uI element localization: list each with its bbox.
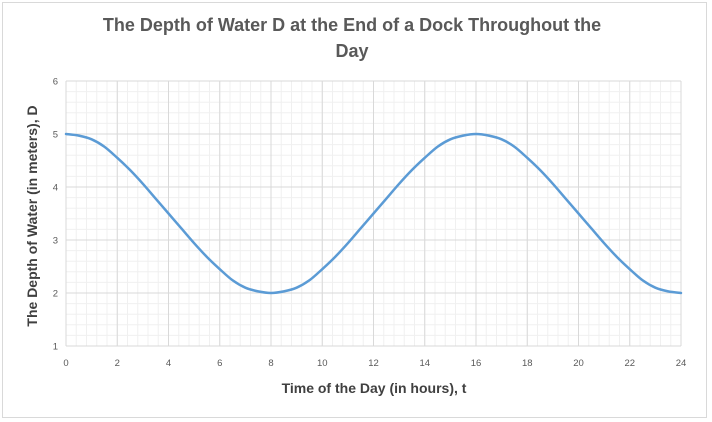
x-tick-label: 2 xyxy=(115,358,120,369)
x-tick-labels: 0 2 4 6 8 10 12 14 16 18 20 22 24 xyxy=(63,358,686,369)
x-tick-label: 22 xyxy=(624,358,635,369)
major-gridlines xyxy=(65,80,682,347)
x-tick-label: 6 xyxy=(217,358,222,369)
x-tick-label: 12 xyxy=(368,358,379,369)
x-tick-label: 24 xyxy=(676,358,687,369)
x-tick-label: 0 xyxy=(63,358,68,369)
chart-frame xyxy=(2,2,707,418)
x-tick-label: 14 xyxy=(419,358,430,369)
x-tick-label: 20 xyxy=(573,358,584,369)
x-tick-label: 8 xyxy=(268,358,273,369)
y-tick-label: 3 xyxy=(53,236,58,247)
y-axis-title: The Depth of Water (in meters), D xyxy=(24,105,40,326)
chart-title-line-2: Day xyxy=(335,41,368,61)
x-tick-label: 4 xyxy=(166,358,171,369)
y-tick-label: 1 xyxy=(53,342,58,353)
series-line-depth xyxy=(64,132,683,295)
x-tick-label: 10 xyxy=(317,358,328,369)
x-tick-label: 16 xyxy=(471,358,482,369)
y-tick-label: 4 xyxy=(53,183,58,194)
y-tick-label: 5 xyxy=(53,130,58,141)
x-axis-title: Time of the Day (in hours), t xyxy=(282,380,467,396)
chart-title-line-1: The Depth of Water D at the End of a Doc… xyxy=(103,15,601,35)
y-tick-label: 6 xyxy=(53,77,58,88)
y-tick-labels: 1 2 3 4 5 6 xyxy=(53,77,58,353)
x-tick-label: 18 xyxy=(522,358,533,369)
y-tick-label: 2 xyxy=(53,289,58,300)
